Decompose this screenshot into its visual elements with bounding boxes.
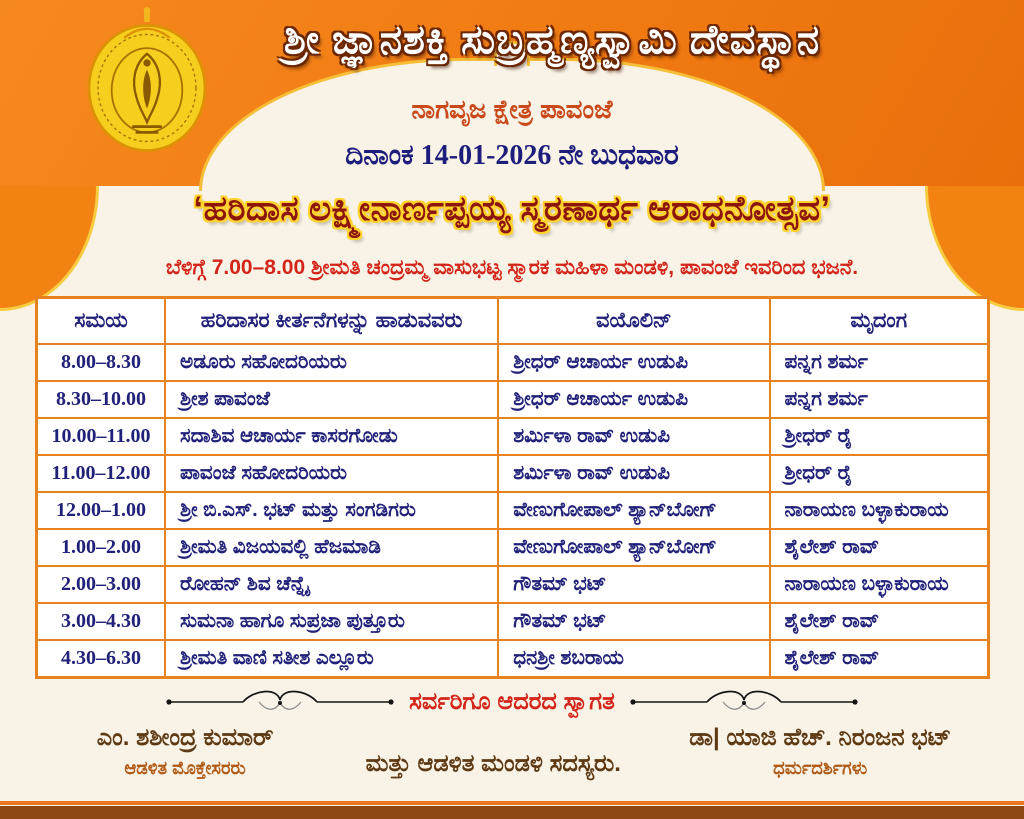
schedule-row: 8.00–8.30 ಅಡೂರು ಸಹೋದರಿಯರು ಶ್ರೀಧರ್ ಆಚಾರ್ಯ ಉ… xyxy=(35,343,990,382)
schedule-table-wrap: ಸಮಯ ಹರಿದಾಸರ ಕೀರ್ತನೆಗಳನ್ನು ಹಾಡುವವರು ವಯೊಲಿನ್… xyxy=(35,296,990,679)
signature-row: ಎಂ. ಶಶೀಂದ್ರ ಕುಮಾರ್ ಆಡಳಿತ ಮೊಕ್ತೇಸರರು ಮತ್ತ… xyxy=(45,724,979,779)
schedule-cell: ರೋಹನ್ ಶಿವ ಚೆನ್ನೈ xyxy=(164,565,500,604)
schedule-cell: ಸದಾಶಿವ ಆಚಾರ್ಯ ಕಾಸರಗೋಡು xyxy=(164,417,500,456)
welcome-row: ಸರ್ವರಿಗೂ ಆದರದ ಸ್ವಾಗತ xyxy=(0,688,1024,716)
schedule-row: 3.00–4.30 ಸುಮನಾ ಹಾಗೂ ಸುಪ್ರಜಾ ಪುತ್ತೂರು ಗೌತಮ… xyxy=(35,602,990,641)
schedule-row: 8.30–10.00 ಶ್ರೀಶ ಪಾವಂಜೆ ಶ್ರೀಧರ್ ಆಚಾರ್ಯ ಉಡು… xyxy=(35,380,990,419)
schedule-time-cell: 12.00–1.00 xyxy=(35,491,167,530)
schedule-column-header: ವಯೊಲಿನ್ xyxy=(497,296,771,345)
temple-name-title: ಶ್ರೀ ಜ್ಞಾನಶಕ್ತಿ ಸುಬ್ರಹ್ಮಣ್ಯಸ್ವಾಮಿ ದೇವಸ್ಥ… xyxy=(283,18,821,62)
schedule-cell: ಅಡೂರು ಸಹೋದರಿಯರು xyxy=(164,343,500,382)
schedule-cell: ಶರ್ಮಿಳಾ ರಾವ್ ಉಡುಪಿ xyxy=(497,454,771,493)
schedule-time-cell: 8.30–10.00 xyxy=(35,380,167,419)
schedule-cell: ಗೌತಮ್ ಭಟ್ xyxy=(497,602,771,641)
schedule-table: ಸಮಯ ಹರಿದಾಸರ ಕೀರ್ತನೆಗಳನ್ನು ಹಾಡುವವರು ವಯೊಲಿನ್… xyxy=(35,296,990,679)
bottom-brown-bar xyxy=(0,806,1024,819)
signatory-center: ಮತ್ತು ಆಡಳಿತ ಮಂಡಳಿ ಸದಸ್ಯರು. xyxy=(325,724,661,779)
schedule-row: 10.00–11.00 ಸದಾಶಿವ ಆಚಾರ್ಯ ಕಾಸರಗೋಡು ಶರ್ಮಿಳಾ… xyxy=(35,417,990,456)
event-date-line: ದಿನಾಂಕ 14-01-2026 ನೇ ಬುಧವಾರ xyxy=(345,140,679,171)
signatory-left-role: ಆಡಳಿತ ಮೊಕ್ತೇಸರರು xyxy=(124,758,246,778)
kshetra-place-line: ನಾಗವೃಜ ಕ್ಷೇತ್ರ ಪಾವಂಜೆ xyxy=(411,94,613,124)
schedule-cell: ನಾರಾಯಣ ಬಳ್ಳಾಕುರಾಯ xyxy=(768,565,990,604)
schedule-time-cell: 10.00–11.00 xyxy=(35,417,167,456)
schedule-cell: ಶೈಲೇಶ್ ರಾವ್ xyxy=(768,528,990,567)
schedule-cell: ಶ್ರೀಧರ್ ರೈ xyxy=(768,454,990,493)
schedule-column-header: ಸಮಯ xyxy=(35,296,167,345)
schedule-cell: ಪನ್ನಗ ಶರ್ಮ xyxy=(768,343,990,382)
schedule-row: 4.30–6.30 ಶ್ರೀಮತಿ ವಾಣಿ ಸತೀಶ ಎಲ್ಲೂರು ಧನಶ್ರೀ… xyxy=(35,639,990,679)
temple-emblem-peacock-icon xyxy=(66,6,228,154)
schedule-cell: ಶ್ರೀಶ ಪಾವಂಜೆ xyxy=(164,380,500,419)
schedule-cell: ಪಾವಂಜೆ ಸಹೋದರಿಯರು xyxy=(164,454,500,493)
schedule-cell: ವೇಣುಗೋಪಾಲ್ ಶ್ಯಾನ್‌ಬೋಗ್ xyxy=(497,528,771,567)
schedule-header-row: ಸಮಯ ಹರಿದಾಸರ ಕೀರ್ತನೆಗಳನ್ನು ಹಾಡುವವರು ವಯೊಲಿನ್… xyxy=(35,296,990,345)
schedule-time-cell: 2.00–3.00 xyxy=(35,565,167,604)
schedule-cell: ಶ್ರೀ ಬಿ.ಎಸ್. ಭಟ್ ಮತ್ತು ಸಂಗಡಿಗರು xyxy=(164,491,500,530)
schedule-cell: ಶರ್ಮಿಳಾ ರಾವ್ ಉಡುಪಿ xyxy=(497,417,771,456)
schedule-cell: ಶೈಲೇಶ್ ರಾವ್ xyxy=(768,639,990,679)
schedule-time-cell: 11.00–12.00 xyxy=(35,454,167,493)
event-title: ‘ಹರಿದಾಸ ಲಕ್ಷ್ಮೀನಾರ್ಣಪ್ಪಯ್ಯ ಸ್ಮರಣಾರ್ಥ ಆರಾ… xyxy=(193,190,831,228)
flourish-divider-icon xyxy=(630,690,858,710)
schedule-row: 11.00–12.00 ಪಾವಂಜೆ ಸಹೋದರಿಯರು ಶರ್ಮಿಳಾ ರಾವ್ … xyxy=(35,454,990,493)
schedule-time-cell: 3.00–4.30 xyxy=(35,602,167,641)
signatory-right: ಡಾ| ಯಾಜಿ ಹೆಚ್. ನಿರಂಜನ ಭಟ್ ಧರ್ಮದರ್ಶಿಗಳು xyxy=(661,724,979,779)
signatory-right-role: ಧರ್ಮದರ್ಶಿಗಳು xyxy=(773,758,868,778)
welcome-text: ಸರ್ವರಿಗೂ ಆದರದ ಸ್ವಾಗತ xyxy=(409,688,615,715)
schedule-row: 2.00–3.00 ರೋಹನ್ ಶಿವ ಚೆನ್ನೈ ಗೌತಮ್ ಭಟ್ ನಾರಾಯಣ… xyxy=(35,565,990,604)
signatory-left: ಎಂ. ಶಶೀಂದ್ರ ಕುಮಾರ್ ಆಡಳಿತ ಮೊಕ್ತೇಸರರು xyxy=(45,724,325,779)
signatory-left-name: ಎಂ. ಶಶೀಂದ್ರ ಕುಮಾರ್ xyxy=(96,724,274,751)
signatory-center-text: ಮತ್ತು ಆಡಳಿತ ಮಂಡಳಿ ಸದಸ್ಯರು. xyxy=(365,750,621,777)
signatory-right-name: ಡಾ| ಯಾಜಿ ಹೆಚ್. ನಿರಂಜನ ಭಟ್ xyxy=(689,724,952,751)
schedule-time-cell: 1.00–2.00 xyxy=(35,528,167,567)
schedule-cell: ಶ್ರೀಮತಿ ವಾಣಿ ಸತೀಶ ಎಲ್ಲೂರು xyxy=(164,639,500,679)
schedule-cell: ಶ್ರೀಧರ್ ಆಚಾರ್ಯ ಉಡುಪಿ xyxy=(497,380,771,419)
schedule-time-cell: 4.30–6.30 xyxy=(35,639,167,679)
schedule-cell: ಶ್ರೀಧರ್ ಆಚಾರ್ಯ ಉಡುಪಿ xyxy=(497,343,771,382)
schedule-cell: ಧನಶ್ರೀ ಶಬರಾಯ xyxy=(497,639,771,679)
schedule-row: 12.00–1.00 ಶ್ರೀ ಬಿ.ಎಸ್. ಭಟ್ ಮತ್ತು ಸಂಗಡಿಗರ… xyxy=(35,491,990,530)
schedule-time-cell: 8.00–8.30 xyxy=(35,343,167,382)
schedule-cell: ಶ್ರೀಧರ್ ರೈ xyxy=(768,417,990,456)
schedule-column-header: ಹರಿದಾಸರ ಕೀರ್ತನೆಗಳನ್ನು ಹಾಡುವವರು xyxy=(164,296,500,345)
schedule-cell: ವೇಣುಗೋಪಾಲ್ ಶ್ಯಾನ್‌ಬೋಗ್ xyxy=(497,491,771,530)
schedule-cell: ಶೈಲೇಶ್ ರಾವ್ xyxy=(768,602,990,641)
schedule-cell: ಶ್ರೀಮತಿ ವಿಜಯವಲ್ಲಿ ಹೆಜಮಾಡಿ xyxy=(164,528,500,567)
flourish-divider-icon xyxy=(166,690,394,710)
schedule-column-header: ಮೃದಂಗ xyxy=(768,296,990,345)
schedule-cell: ಗೌತಮ್ ಭಟ್ xyxy=(497,565,771,604)
schedule-cell: ಪನ್ನಗ ಶರ್ಮ xyxy=(768,380,990,419)
morning-bhajane-note: ಬೆಳಿಗ್ಗೆ 7.00–8.00 ಶ್ರೀಮತಿ ಚಂದ್ರಮ್ಮ ವಾಸು… xyxy=(165,256,859,279)
schedule-row: 1.00–2.00 ಶ್ರೀಮತಿ ವಿಜಯವಲ್ಲಿ ಹೆಜಮಾಡಿ ವೇಣುಗೋ… xyxy=(35,528,990,567)
schedule-cell: ನಾರಾಯಣ ಬಳ್ಳಾಕುರಾಯ xyxy=(768,491,990,530)
schedule-cell: ಸುಮನಾ ಹಾಗೂ ಸುಪ್ರಜಾ ಪುತ್ತೂರು xyxy=(164,602,500,641)
bottom-orange-bar xyxy=(0,801,1024,805)
